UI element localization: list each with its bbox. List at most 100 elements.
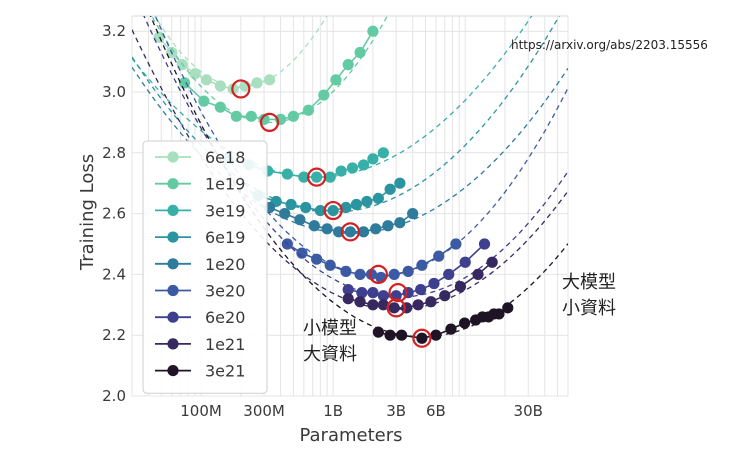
y-tick-label: 2.2 (102, 326, 126, 344)
data-point (200, 74, 213, 86)
y-tick-label: 3.2 (102, 22, 126, 40)
data-point (189, 68, 201, 80)
x-tick-label: 30B (514, 402, 543, 420)
legend-swatch-marker (167, 151, 179, 163)
data-point (245, 110, 257, 122)
data-point (263, 74, 276, 86)
fit-curve-6e20 (143, 16, 568, 298)
annotation-large-model-line2: 小資料 (562, 298, 616, 319)
x-tick-label: 100M (180, 402, 222, 420)
y-tick-label: 2.8 (102, 144, 126, 162)
data-point (342, 284, 354, 296)
data-point (439, 290, 451, 302)
data-point (214, 80, 226, 92)
data-point (230, 110, 242, 122)
annotation-small-model-line2: 大資料 (303, 344, 357, 365)
data-point (394, 217, 406, 229)
data-point (214, 101, 226, 113)
legend-swatch-marker (167, 365, 179, 377)
data-point (324, 259, 336, 271)
data-point (425, 296, 437, 308)
data-point (384, 329, 396, 341)
x-tick-label: 300M (243, 402, 285, 420)
legend-box (142, 140, 268, 394)
data-point (430, 329, 442, 341)
legend-swatch-marker (167, 338, 179, 350)
legend-label: 3e20 (205, 282, 245, 301)
data-point (279, 208, 291, 220)
data-point (396, 329, 408, 341)
annotation-large-model-line1: 大模型 (562, 272, 616, 293)
series-1e21 (132, 29, 568, 314)
data-point (412, 299, 424, 311)
legend-swatch-marker (167, 231, 179, 243)
data-point (342, 293, 354, 305)
data-point (372, 326, 384, 338)
legend-label: 6e20 (205, 308, 245, 327)
data-point (416, 332, 428, 344)
legend: 6e18 1e19 3e19 6e19 1e20 3e20 6e20 1e21 3e21 (142, 140, 268, 394)
data-point (367, 153, 379, 165)
data-point (402, 287, 414, 299)
data-point (502, 302, 514, 314)
data-point (178, 77, 191, 89)
legend-label: 6e18 (205, 148, 245, 167)
legend-swatch-marker (167, 258, 179, 270)
series-6e20 (143, 16, 568, 302)
data-point (433, 250, 445, 262)
legend-label: 6e19 (205, 228, 245, 247)
data-point (308, 220, 320, 232)
optimal-marker-3e19 (307, 167, 327, 187)
legend-label: 1e19 (205, 175, 245, 194)
data-point (294, 214, 306, 226)
legend-label: 3e21 (205, 362, 245, 381)
data-point (330, 74, 342, 86)
optimal-marker-3e21 (412, 328, 432, 348)
legend-label: 1e20 (205, 255, 245, 274)
series-3e21 (149, 16, 568, 344)
data-point (493, 308, 505, 320)
data-point (340, 201, 352, 214)
y-tick-label: 2.6 (102, 205, 126, 223)
data-point (285, 198, 297, 211)
series-1e19 (151, 16, 389, 125)
data-point (459, 317, 471, 329)
source-url[interactable]: https://arxiv.org/abs/2203.15556 (511, 38, 708, 52)
fit-curve-1e19 (151, 16, 389, 124)
series-line-6e18 (158, 36, 270, 90)
data-point (327, 204, 339, 217)
data-point (346, 162, 359, 174)
y-tick-label: 3.0 (102, 83, 126, 101)
data-point (450, 238, 462, 250)
legend-label: 3e19 (205, 201, 245, 220)
data-point (281, 168, 293, 180)
series-1e20 (132, 66, 568, 238)
optimal-marker-3e20 (368, 264, 388, 284)
data-point (388, 268, 400, 280)
data-point (402, 265, 414, 277)
data-point (377, 147, 389, 159)
data-point (416, 259, 428, 271)
data-point (314, 204, 326, 217)
optimal-marker-6e18 (231, 79, 251, 99)
optimal-marker-1e20 (340, 222, 360, 242)
data-point (454, 280, 467, 293)
annotation-small-model: 小模型 大資料 (303, 316, 357, 368)
data-point (354, 268, 366, 280)
optimal-marker-6e19 (323, 200, 343, 221)
data-point (486, 256, 498, 268)
data-point (367, 299, 379, 311)
data-point (357, 159, 370, 171)
data-point (415, 284, 427, 296)
data-point (361, 195, 373, 208)
legend-swatch-marker (167, 284, 179, 297)
data-point (428, 277, 440, 290)
y-tick-label: 2.4 (102, 265, 126, 283)
data-point (324, 171, 336, 183)
data-point (302, 104, 315, 116)
annotation-large-model: 大模型 小資料 (562, 270, 616, 322)
data-point (300, 201, 312, 214)
legend-swatch-marker (167, 178, 179, 190)
data-point (472, 268, 484, 280)
